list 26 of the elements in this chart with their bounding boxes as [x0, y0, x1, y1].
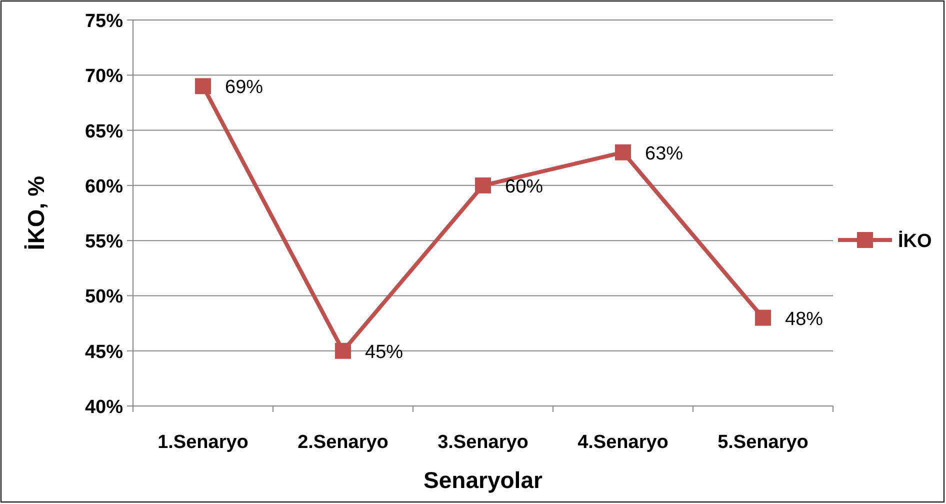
point — [195, 78, 211, 94]
data-label: 63% — [645, 143, 684, 164]
x-tick-label: 4.Senaryo — [578, 432, 668, 453]
y-tick-label: 65% — [84, 121, 124, 142]
point — [475, 177, 491, 194]
data-label: 45% — [365, 342, 404, 363]
data-label: 69% — [225, 77, 264, 98]
x-tick-label: 1.Senaryo — [158, 432, 248, 453]
x-tick-label: 2.Senaryo — [298, 432, 388, 453]
y-tick-label: 70% — [84, 66, 124, 88]
y-tick-label: 40% — [84, 397, 124, 418]
y-tick-label: 60% — [84, 176, 124, 198]
legend-label: İKO — [898, 230, 932, 252]
y-axis-title: İKO, % — [23, 176, 49, 250]
data-label: 60% — [505, 176, 544, 198]
point — [615, 144, 631, 160]
x-tick-label: 3.Senaryo — [438, 432, 528, 453]
x-tick-label: 5.Senaryo — [718, 432, 808, 453]
point — [755, 310, 771, 326]
data-label: 48% — [785, 308, 824, 330]
y-tick-label: 50% — [84, 286, 124, 308]
point — [335, 342, 351, 359]
y-tick-label: 45% — [84, 342, 124, 363]
x-axis-title: Senaryolar — [424, 467, 542, 493]
y-tick-label: 75% — [84, 11, 124, 32]
y-tick-label: 55% — [84, 232, 124, 253]
